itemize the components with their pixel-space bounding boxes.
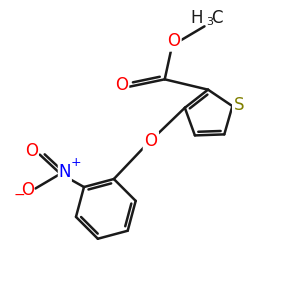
Text: O: O [144, 132, 158, 150]
Text: +: + [70, 156, 81, 169]
Text: N: N [58, 163, 71, 181]
Text: O: O [167, 32, 180, 50]
Text: O: O [25, 142, 38, 160]
Text: O: O [115, 76, 128, 94]
Text: −: − [14, 188, 25, 202]
Text: 3: 3 [206, 17, 213, 27]
Text: O: O [21, 181, 34, 199]
Text: S: S [234, 96, 244, 114]
Text: H: H [190, 9, 203, 27]
Text: C: C [211, 9, 223, 27]
